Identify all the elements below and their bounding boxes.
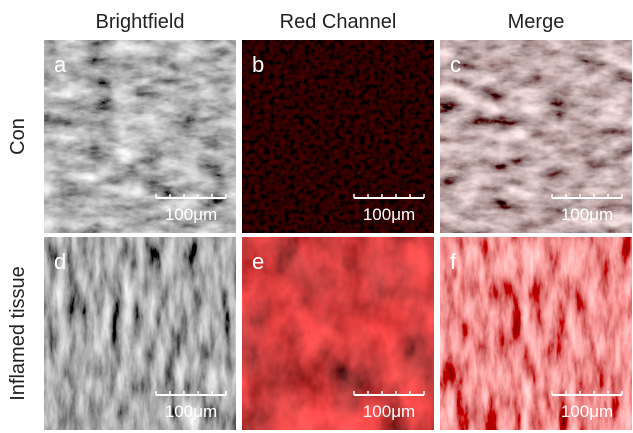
panel-letter: d: [54, 249, 66, 274]
scale-label: 100μm: [165, 205, 217, 224]
column-header: Merge: [508, 11, 565, 33]
column-header: Brightfield: [96, 11, 185, 33]
image-panel: f 100μm: [440, 237, 632, 430]
panel-letter: b: [252, 52, 264, 77]
column-header: Red Channel: [280, 11, 397, 33]
panel-letter: f: [450, 249, 457, 274]
image-panel: d 100μm: [44, 237, 236, 430]
micrograph-texture: [44, 237, 236, 430]
row-label: Inflamed tissue: [7, 266, 29, 401]
scale-label: 100μm: [561, 402, 613, 421]
scale-label: 100μm: [165, 402, 217, 421]
micrograph-texture: [242, 237, 434, 430]
panel-letter: a: [54, 52, 67, 77]
scale-label: 100μm: [363, 402, 415, 421]
row-label: Con: [7, 118, 29, 155]
image-panel: c 100μm: [440, 40, 632, 233]
panel-letter: e: [252, 249, 264, 274]
image-panel: a 100μm: [44, 40, 236, 233]
image-panel: e 100μm: [242, 237, 434, 430]
micrograph-texture: [440, 237, 632, 430]
image-panel: b 100μm: [242, 40, 434, 233]
scale-label: 100μm: [363, 205, 415, 224]
micrograph-texture: [242, 40, 434, 233]
panel-letter: c: [450, 52, 461, 77]
micrograph-texture: [440, 40, 632, 233]
scale-label: 100μm: [561, 205, 613, 224]
micrograph-texture: [44, 40, 236, 233]
